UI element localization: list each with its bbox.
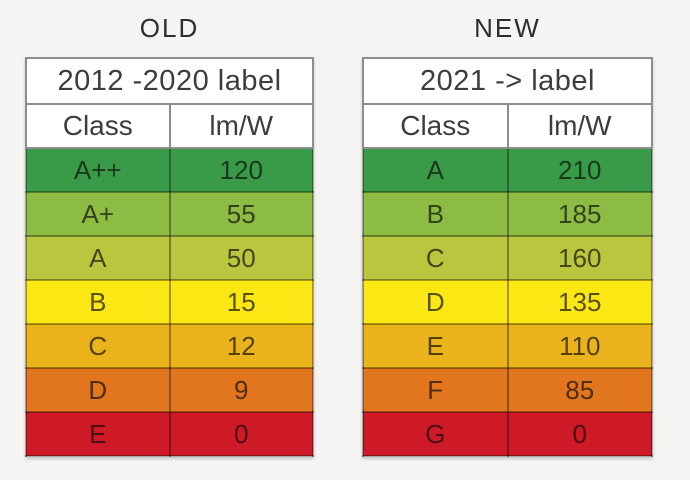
table-row: D 9	[25, 367, 314, 413]
value-cell: 50	[168, 235, 314, 281]
class-cell: B	[25, 279, 171, 325]
table-row: B 185	[362, 191, 653, 237]
value-cell: 55	[168, 191, 314, 237]
old-label-table-block: OLD 2012 -2020 label Class lm/W A++ 120 …	[25, 6, 314, 457]
table-header-row: 2012 -2020 label	[25, 57, 314, 105]
new-table-period-header: 2021 -> label	[362, 57, 653, 105]
old-table-title: OLD	[139, 13, 200, 43]
efficacy-column-header: lm/W	[506, 103, 653, 149]
table-row: A++ 120	[25, 147, 314, 193]
class-cell: D	[362, 279, 509, 325]
class-cell: C	[362, 235, 509, 281]
class-cell: F	[362, 367, 509, 413]
table-header-row: 2021 -> label	[362, 57, 653, 105]
old-table-period-header: 2012 -2020 label	[25, 57, 314, 105]
value-cell: 12	[168, 323, 314, 369]
value-cell: 135	[506, 279, 653, 325]
class-cell: C	[25, 323, 171, 369]
table-row: E 0	[25, 411, 314, 457]
new-label-table: 2021 -> label Class lm/W A 210 B 185 C 1…	[362, 57, 653, 457]
class-cell: E	[25, 411, 171, 457]
class-cell: A	[362, 147, 509, 193]
table-row: A+ 55	[25, 191, 314, 237]
class-cell: E	[362, 323, 509, 369]
class-cell: D	[25, 367, 171, 413]
table-row: D 135	[362, 279, 653, 325]
column-header-row: Class lm/W	[25, 103, 314, 149]
table-row: G 0	[362, 411, 653, 457]
table-row: A 50	[25, 235, 314, 281]
table-row: B 15	[25, 279, 314, 325]
table-row: A 210	[362, 147, 653, 193]
value-cell: 0	[506, 411, 653, 457]
value-cell: 110	[506, 323, 653, 369]
new-label-table-block: NEW 2021 -> label Class lm/W A 210 B 185	[362, 6, 653, 457]
value-cell: 160	[506, 235, 653, 281]
value-cell: 85	[506, 367, 653, 413]
column-header-row: Class lm/W	[362, 103, 653, 149]
old-label-table: 2012 -2020 label Class lm/W A++ 120 A+ 5…	[25, 57, 314, 457]
table-row: F 85	[362, 367, 653, 413]
class-column-header: Class	[25, 103, 171, 149]
value-cell: 0	[168, 411, 314, 457]
class-cell: A++	[25, 147, 171, 193]
value-cell: 185	[506, 191, 653, 237]
value-cell: 9	[168, 367, 314, 413]
efficacy-column-header: lm/W	[168, 103, 314, 149]
value-cell: 210	[506, 147, 653, 193]
class-cell: B	[362, 191, 509, 237]
value-cell: 120	[168, 147, 314, 193]
table-row: C 160	[362, 235, 653, 281]
table-row: E 110	[362, 323, 653, 369]
class-cell: G	[362, 411, 509, 457]
table-row: C 12	[25, 323, 314, 369]
class-column-header: Class	[362, 103, 509, 149]
class-cell: A+	[25, 191, 171, 237]
new-table-title: NEW	[474, 13, 541, 43]
value-cell: 15	[168, 279, 314, 325]
class-cell: A	[25, 235, 171, 281]
